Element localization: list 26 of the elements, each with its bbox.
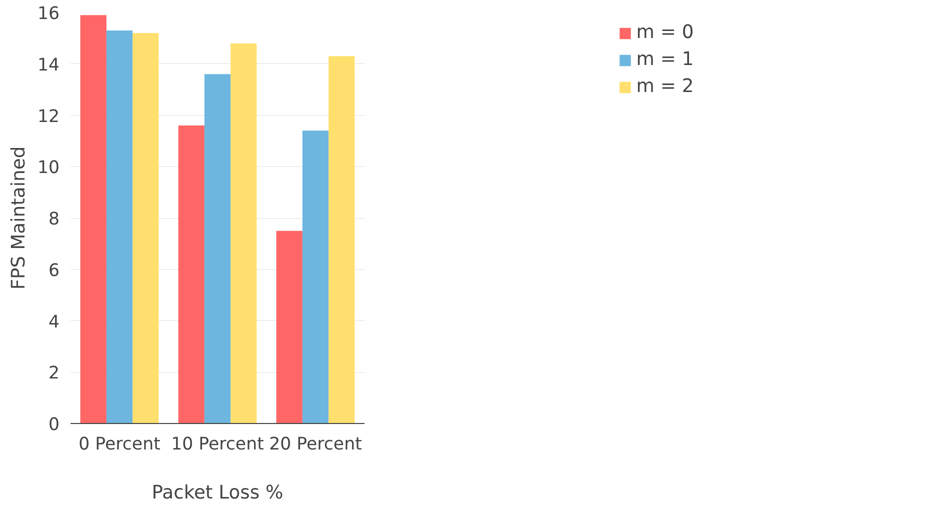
y-tick-label: 8 [48,210,60,230]
y-tick-label: 6 [48,260,60,281]
bar [328,56,355,424]
legend-label: m = 2 [636,76,694,97]
bar [80,15,106,424]
y-tick-label: 0 [48,415,60,435]
bar [132,33,159,424]
y-tick-label: 2 [48,364,60,384]
y-tick-label: 14 [37,55,60,76]
x-tick-label: 10 Percent [171,434,264,454]
legend-label: m = 1 [636,49,694,70]
y-tick-label: 12 [37,106,60,127]
legend-label: m = 0 [636,22,694,43]
bar [106,30,133,424]
y-tick-label: 10 [37,158,60,178]
bar [276,230,302,424]
bar [230,43,257,424]
y-tick-label: 16 [37,4,60,24]
bar [302,130,329,424]
x-axis-title: Packet Loss % [152,482,284,504]
bar [204,74,231,424]
y-axis-title: FPS Maintained [8,146,30,290]
x-tick-label: 20 Percent [269,434,362,454]
x-tick-label: 0 Percent [78,434,161,454]
y-tick-label: 4 [48,312,60,332]
bar [178,126,204,424]
